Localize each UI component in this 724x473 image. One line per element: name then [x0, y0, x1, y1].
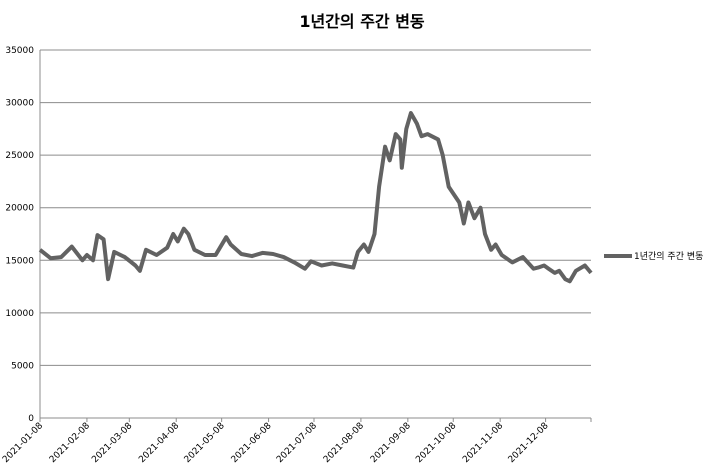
y-tick-label: 10000: [5, 309, 34, 319]
x-tick-label: 2021-11-08: [461, 421, 505, 465]
x-tick-label: 2021-08-08: [322, 421, 366, 465]
x-tick-label: 2021-02-08: [48, 421, 92, 465]
x-tick-label: 2021-06-08: [230, 421, 274, 465]
y-tick-label: 20000: [5, 204, 34, 214]
y-tick-label: 25000: [5, 151, 34, 161]
y-tick-label: 0: [28, 414, 34, 424]
y-tick-label: 15000: [5, 256, 34, 266]
x-tick-label: 2021-03-08: [90, 421, 134, 465]
y-tick-label: 30000: [5, 99, 34, 109]
y-tick-label: 5000: [11, 361, 34, 371]
x-tick-label: 2021-09-08: [369, 421, 413, 465]
chart-title: 1년간의 주간 변동: [299, 12, 425, 31]
x-tick-label: 2021-01-08: [1, 421, 45, 465]
series-line: [38, 111, 593, 284]
x-tick-label: 2021-04-08: [137, 421, 181, 465]
x-tick-label: 2021-10-08: [414, 421, 458, 465]
x-tick-label: 2021-05-08: [183, 421, 227, 465]
x-tick-label: 2021-07-08: [275, 421, 319, 465]
x-tick-label: 2021-12-08: [507, 421, 551, 465]
legend-label: 1년간의 주간 변동: [634, 251, 703, 262]
y-tick-label: 35000: [5, 46, 34, 56]
